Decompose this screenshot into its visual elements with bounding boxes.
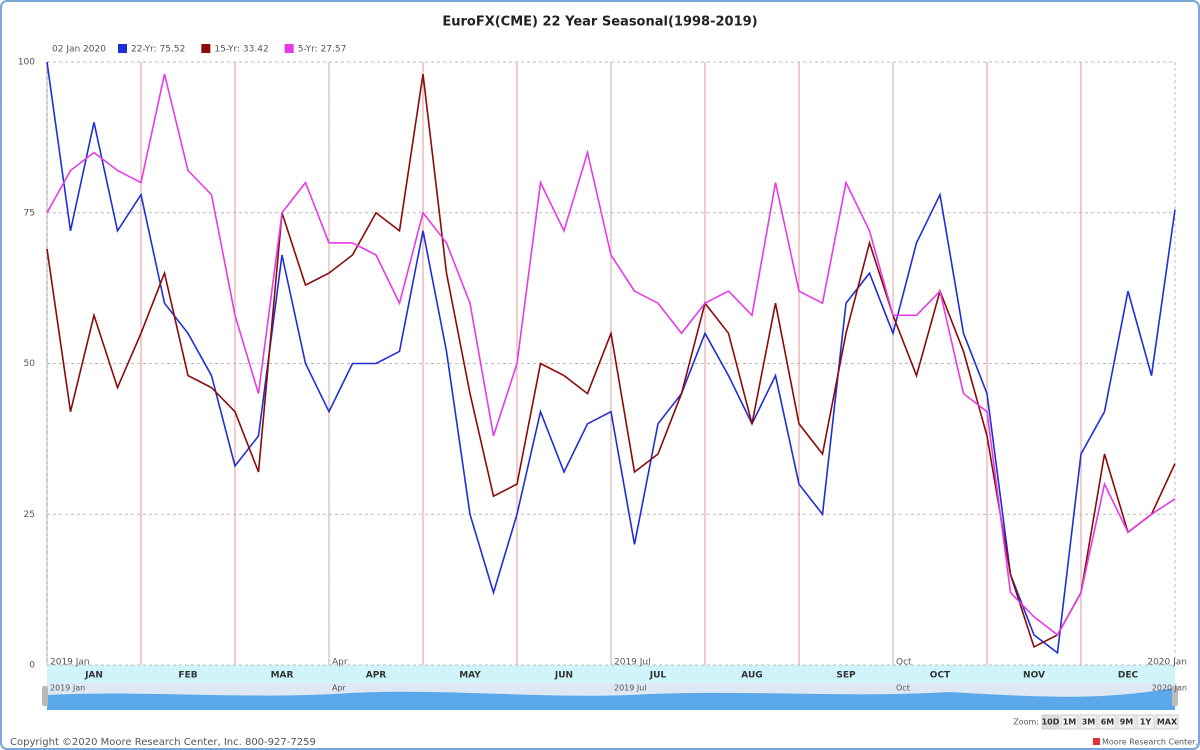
zoom-label: Zoom:	[1013, 718, 1039, 727]
navigator-handle[interactable]	[42, 686, 48, 706]
zoom-button-label[interactable]: 6M	[1101, 718, 1115, 727]
month-label: JAN	[84, 671, 103, 681]
month-label: NOV	[1023, 671, 1045, 681]
x-tick-label: 2019 Jul	[614, 658, 651, 668]
zoom-button[interactable]	[1117, 714, 1136, 730]
navigator-label: 2019 Jan	[50, 684, 85, 693]
zoom-button-label[interactable]: 1Y	[1140, 718, 1152, 727]
series-line	[46, 73, 1176, 649]
month-label: DEC	[1118, 671, 1139, 681]
navigator-label: Oct	[896, 684, 910, 693]
month-label: JUL	[649, 671, 667, 681]
zoom-button[interactable]	[1098, 714, 1117, 730]
legend-label: 22-Yr: 75.52	[131, 45, 185, 55]
series-line	[46, 73, 1176, 637]
month-label: SEP	[836, 671, 856, 681]
month-strip	[47, 665, 1175, 683]
x-tick-label: 2019 Jan	[50, 658, 90, 668]
zoom-button-label[interactable]: MAX	[1157, 718, 1178, 727]
zoom-button[interactable]	[1155, 714, 1179, 730]
y-tick-label: 25	[24, 510, 35, 520]
zoom-button-label[interactable]: 10D	[1042, 718, 1060, 727]
y-tick-label: 75	[24, 208, 35, 218]
legend-swatch	[118, 44, 127, 53]
month-label: MAY	[459, 671, 481, 681]
month-label: AUG	[741, 671, 762, 681]
credit-icon	[1093, 738, 1100, 745]
month-label: APR	[366, 671, 387, 681]
zoom-button-label[interactable]: 3M	[1082, 718, 1096, 727]
copyright: Copyright ©2020 Moore Research Center, I…	[10, 737, 316, 748]
legend-label: 5-Yr: 27.57	[298, 45, 347, 55]
zoom-button[interactable]	[1041, 714, 1060, 730]
x-tick-label: 2020 Jan	[1147, 658, 1187, 668]
x-tick-label: Oct	[896, 658, 912, 668]
month-label: JUN	[554, 671, 573, 681]
series-line	[46, 61, 1176, 655]
navigator-label: Apr	[332, 684, 347, 693]
navigator-label: 2020 Jan	[1152, 684, 1187, 693]
zoom-button-label[interactable]: 9M	[1120, 718, 1134, 727]
legend-label: 15-Yr: 33.42	[214, 45, 268, 55]
zoom-button[interactable]	[1136, 714, 1155, 730]
y-tick-label: 100	[18, 58, 35, 68]
legend-swatch	[201, 44, 211, 53]
legend-date: 02 Jan 2020	[52, 45, 106, 55]
zoom-button[interactable]	[1060, 714, 1079, 730]
navigator-label: 2019 Jul	[614, 684, 647, 693]
chart-title: EuroFX(CME) 22 Year Seasonal(1998-2019)	[442, 15, 757, 30]
zoom-button[interactable]	[1079, 714, 1098, 730]
month-label: MAR	[271, 671, 294, 681]
legend-swatch	[284, 44, 294, 53]
y-tick-label: 50	[24, 359, 36, 369]
zoom-button-label[interactable]: 1M	[1063, 718, 1077, 727]
y-tick-label: 0	[29, 661, 35, 671]
month-label: FEB	[178, 671, 197, 681]
x-tick-label: Apr	[332, 658, 348, 668]
navigator-area	[47, 688, 1175, 710]
month-label: OCT	[930, 671, 951, 681]
credit: Moore Research Center, Inc.	[1102, 738, 1200, 747]
navigator-handle[interactable]	[1172, 686, 1178, 706]
